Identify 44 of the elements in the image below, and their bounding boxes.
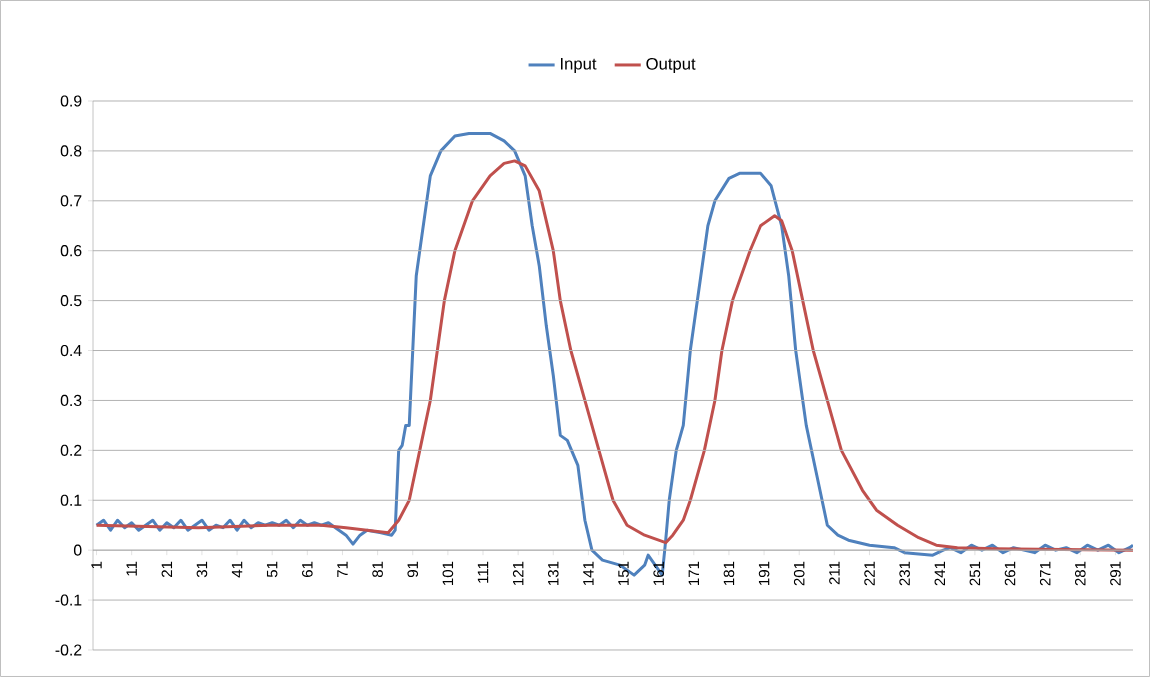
x-tick-label: 31 bbox=[196, 561, 208, 578]
x-tick-label: 261 bbox=[1004, 561, 1016, 586]
x-tick-label: 291 bbox=[1110, 561, 1121, 586]
x-tick-label: 231 bbox=[899, 561, 910, 586]
x-tick-label: 121 bbox=[512, 561, 524, 585]
x-tick-label: 171 bbox=[688, 561, 699, 585]
y-tick-label: 0.4 bbox=[60, 344, 82, 357]
x-tick-label: 221 bbox=[864, 561, 875, 586]
x-tick-label: 41 bbox=[231, 561, 243, 578]
x-tick-label: 251 bbox=[969, 561, 981, 586]
x-tick-label: 181 bbox=[723, 561, 735, 585]
x-tick-label: 101 bbox=[442, 561, 454, 585]
x-tick-label: 1 bbox=[91, 561, 102, 569]
y-tick-label: 0.2 bbox=[60, 444, 82, 456]
x-tick-label: 111 bbox=[477, 561, 489, 583]
x-tick-label: 91 bbox=[407, 561, 419, 578]
y-tick-label: -0.1 bbox=[55, 594, 82, 606]
x-tick-label: 241 bbox=[934, 561, 945, 586]
x-tick-label: 11 bbox=[126, 561, 137, 576]
y-tick-label: 0.7 bbox=[60, 195, 82, 207]
x-tick-label: 61 bbox=[302, 561, 313, 577]
legend-label: Output bbox=[646, 57, 696, 73]
x-tick-label: 21 bbox=[161, 561, 173, 577]
y-tick-label: 0.9 bbox=[60, 95, 82, 107]
y-tick-label: 0.5 bbox=[60, 295, 82, 307]
y-tick-label: 0 bbox=[73, 544, 82, 556]
x-tick-label: 161 bbox=[653, 561, 664, 585]
legend-label: Input bbox=[561, 57, 597, 73]
y-tick-label: 0.1 bbox=[60, 494, 82, 506]
x-tick-label: 81 bbox=[372, 561, 383, 578]
y-tick-label: -0.2 bbox=[55, 644, 82, 656]
x-tick-label: 191 bbox=[758, 561, 770, 585]
y-tick-label: 0.3 bbox=[60, 394, 82, 407]
y-tick-label: 0.8 bbox=[60, 145, 82, 157]
x-tick-label: 201 bbox=[793, 561, 805, 586]
x-tick-label: 131 bbox=[547, 561, 559, 585]
y-tick-label: 0.6 bbox=[60, 245, 82, 257]
x-tick-label: 281 bbox=[1074, 561, 1086, 586]
x-tick-label: 271 bbox=[1039, 561, 1051, 586]
x-tick-label: 211 bbox=[829, 561, 840, 585]
x-tick-label: 151 bbox=[618, 561, 629, 585]
x-tick-label: 141 bbox=[583, 561, 594, 585]
x-tick-label: 51 bbox=[266, 561, 278, 578]
x-tick-label: 71 bbox=[337, 561, 348, 577]
